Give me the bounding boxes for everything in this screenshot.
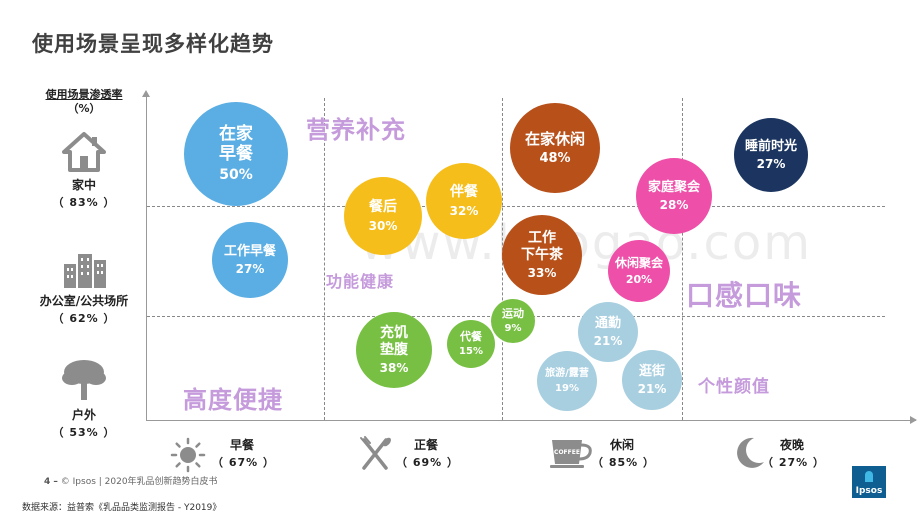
bubble-family-gathering: 家庭聚会 28% bbox=[636, 158, 712, 234]
y-category-pct: （ 53% ） bbox=[52, 426, 116, 439]
bubble-value: 28% bbox=[659, 198, 689, 213]
x-category-label: 夜晚 bbox=[779, 438, 804, 452]
house-icon bbox=[62, 132, 106, 172]
bubble-sports: 运动 9% bbox=[491, 299, 535, 343]
y-category-pct: （ 62% ） bbox=[52, 312, 116, 325]
theme-functional-health: 功能健康 bbox=[326, 272, 395, 291]
bubble-label: 运动 bbox=[502, 307, 524, 321]
sun-icon bbox=[170, 437, 206, 473]
bubble-label: 工作 下午茶 bbox=[521, 230, 563, 263]
bubble-with-meal: 伴餐 32% bbox=[426, 163, 502, 239]
x-axis-line bbox=[146, 420, 916, 421]
theme-convenience: 高度便捷 bbox=[183, 386, 283, 414]
bubble-value: 38% bbox=[379, 360, 409, 375]
bubble-value: 9% bbox=[504, 322, 522, 334]
bubble-label: 在家休闲 bbox=[524, 129, 585, 148]
fork-knife-icon bbox=[360, 436, 391, 470]
bubble-value: 33% bbox=[527, 265, 557, 280]
y-category-office: 办公室/公共场所 （ 62% ） bbox=[24, 292, 144, 328]
x-axis-arrow bbox=[910, 416, 917, 424]
theme-nutrition: 营养补充 bbox=[306, 116, 406, 144]
bubble-label: 工作早餐 bbox=[223, 243, 276, 259]
x-category-label: 正餐 bbox=[413, 438, 438, 452]
footer-text: © Ipsos | 2020年乳品创新趋势白皮书 bbox=[60, 477, 218, 487]
moon-icon bbox=[737, 437, 764, 468]
x-category-pct: （ 27% ） bbox=[762, 456, 825, 469]
y-category-label: 家中 bbox=[71, 178, 96, 192]
bubble-label: 逛街 bbox=[638, 363, 665, 379]
bubble-value: 50% bbox=[219, 167, 253, 184]
x-category-breakfast: 早餐 （ 67% ） bbox=[212, 437, 275, 471]
bubble-travel-camping: 旅游/露营 19% bbox=[537, 351, 597, 411]
bubble-value: 27% bbox=[756, 157, 786, 172]
y-axis-arrow bbox=[142, 90, 150, 97]
bubble-shopping: 逛街 21% bbox=[622, 350, 682, 410]
bubble-label: 代餐 bbox=[460, 330, 482, 344]
grid-line-v1 bbox=[324, 98, 325, 420]
y-category-label: 办公室/公共场所 bbox=[39, 294, 129, 308]
bubble-bedtime: 睡前时光 27% bbox=[734, 118, 808, 192]
grid-line-h1 bbox=[147, 206, 885, 207]
tree-icon bbox=[62, 360, 106, 400]
y-category-pct: （ 83% ） bbox=[52, 196, 116, 209]
bubble-home-leisure: 在家休闲 48% bbox=[510, 103, 600, 193]
y-axis-unit: （%） bbox=[67, 102, 101, 115]
theme-taste: 口感口味 bbox=[686, 279, 803, 312]
bubble-meal-replacement: 代餐 15% bbox=[447, 320, 495, 368]
x-category-meal: 正餐 （ 69% ） bbox=[396, 437, 459, 471]
y-category-outdoor: 户外 （ 53% ） bbox=[24, 406, 144, 442]
x-category-pct: （ 69% ） bbox=[396, 456, 459, 469]
x-category-night: 夜晚 （ 27% ） bbox=[762, 437, 825, 471]
x-category-pct: （ 85% ） bbox=[592, 456, 655, 469]
data-source: 数据来源：益普索《乳品品类监测报告 - Y2019》 bbox=[22, 503, 222, 513]
bubble-label: 睡前时光 bbox=[744, 138, 797, 154]
bubble-label: 通勤 bbox=[594, 315, 621, 331]
bubble-commute: 通勤 21% bbox=[578, 302, 638, 362]
bubble-value: 48% bbox=[539, 150, 571, 166]
bubble-label: 旅游/露营 bbox=[545, 367, 589, 379]
y-axis-line bbox=[146, 96, 147, 420]
bubble-label: 家庭聚会 bbox=[647, 179, 700, 195]
x-category-pct: （ 67% ） bbox=[212, 456, 275, 469]
footer: 4 – © Ipsos | 2020年乳品创新趋势白皮书 bbox=[44, 474, 218, 487]
office-building-icon bbox=[64, 254, 106, 288]
bubble-after-meal: 餐后 30% bbox=[344, 177, 422, 255]
theme-appearance: 个性颜值 bbox=[698, 377, 770, 397]
bubble-label: 在家 早餐 bbox=[219, 123, 253, 165]
bubble-snack-filler: 充饥 垫腹 38% bbox=[356, 312, 432, 388]
bubble-value: 27% bbox=[235, 262, 265, 277]
page-title: 使用场景呈现多样化趋势 bbox=[32, 32, 274, 56]
bubble-work-breakfast: 工作早餐 27% bbox=[212, 222, 288, 298]
y-axis-title: 使用场景渗透率 （%） bbox=[36, 88, 132, 116]
x-category-label: 休闲 bbox=[609, 438, 634, 452]
svg-text:COFFEE: COFFEE bbox=[554, 449, 580, 456]
ipsos-logo: Ipsos bbox=[852, 466, 886, 498]
bubble-value: 21% bbox=[637, 382, 667, 397]
grid-line-v3 bbox=[682, 98, 683, 420]
bubble-label: 充饥 垫腹 bbox=[380, 325, 408, 358]
bubble-value: 15% bbox=[459, 345, 483, 357]
bubble-label: 餐后 bbox=[369, 198, 397, 215]
bubble-home-breakfast: 在家 早餐 50% bbox=[184, 102, 288, 206]
bubble-value: 32% bbox=[449, 203, 479, 218]
bubble-value: 19% bbox=[555, 382, 579, 394]
bubble-afternoon-tea: 工作 下午茶 33% bbox=[502, 215, 582, 295]
bubble-value: 20% bbox=[625, 273, 653, 287]
coffee-cup-icon: COFFEE bbox=[550, 440, 592, 468]
y-axis-title-text: 使用场景渗透率 bbox=[45, 88, 123, 101]
bubble-value: 21% bbox=[593, 334, 623, 349]
y-category-home: 家中 （ 83% ） bbox=[24, 176, 144, 212]
bubble-leisure-gathering: 休闲聚会 20% bbox=[608, 240, 670, 302]
x-category-leisure: 休闲 （ 85% ） bbox=[592, 437, 655, 471]
bubble-label: 伴餐 bbox=[450, 183, 478, 200]
x-category-label: 早餐 bbox=[229, 438, 254, 452]
bubble-label: 休闲聚会 bbox=[614, 255, 663, 270]
page-number: 4 – bbox=[44, 477, 58, 487]
watermark-text: www.baogao.com bbox=[360, 215, 813, 271]
bubble-value: 30% bbox=[368, 218, 398, 233]
y-category-label: 户外 bbox=[71, 408, 96, 422]
